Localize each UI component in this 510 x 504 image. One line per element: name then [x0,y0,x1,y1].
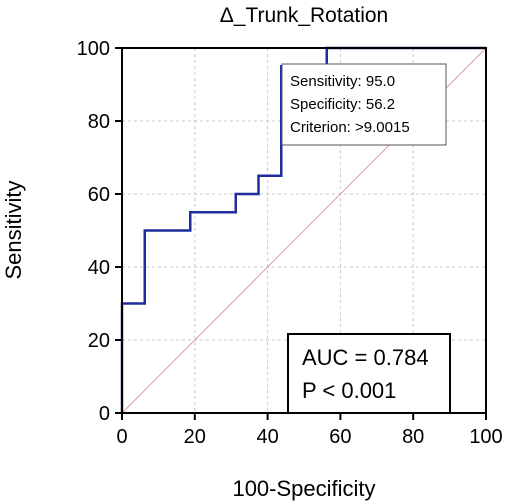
y-tick-label: 20 [88,330,110,352]
y-tick-label: 60 [88,184,110,206]
stats-box-frame [287,333,451,414]
y-tick-label: 80 [88,111,110,133]
y-axis-label: Sensitivity [1,180,26,279]
info-criterion: Criterion: >9.0015 [290,119,410,136]
x-axis-label: 100-Specificity [232,476,375,501]
info-box: Sensitivity: 95.0 Specificity: 56.2 Crit… [281,63,447,146]
x-tick-label: 0 [116,426,127,448]
info-box-frame [281,63,447,146]
y-tick-label: 100 [77,38,110,60]
y-tick-label: 0 [99,403,110,425]
x-tick-label: 80 [402,426,424,448]
info-sensitivity: Sensitivity: 95.0 [290,73,395,90]
x-tick-label: 20 [184,426,206,448]
axis-ticks: 0 20 40 60 80 100 0 20 40 60 80 100 [77,38,503,448]
auc-value: AUC = 0.784 [302,345,429,370]
x-tick-label: 100 [469,426,502,448]
x-tick-label: 60 [329,426,351,448]
y-tick-label: 40 [88,257,110,279]
chart-title: Δ_Trunk_Rotation [220,4,389,27]
x-tick-label: 40 [256,426,278,448]
p-value: P < 0.001 [302,378,396,403]
stats-box: AUC = 0.784 P < 0.001 [287,333,451,414]
info-specificity: Specificity: 56.2 [290,96,395,113]
